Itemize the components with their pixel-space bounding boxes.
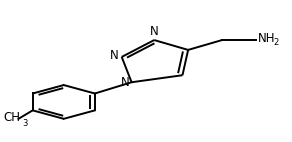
Text: CH: CH xyxy=(3,111,20,124)
Text: N: N xyxy=(121,76,129,89)
Text: N: N xyxy=(150,25,159,38)
Text: N: N xyxy=(110,49,119,62)
Text: NH: NH xyxy=(257,32,275,45)
Text: 2: 2 xyxy=(274,38,279,47)
Text: 3: 3 xyxy=(22,119,27,128)
